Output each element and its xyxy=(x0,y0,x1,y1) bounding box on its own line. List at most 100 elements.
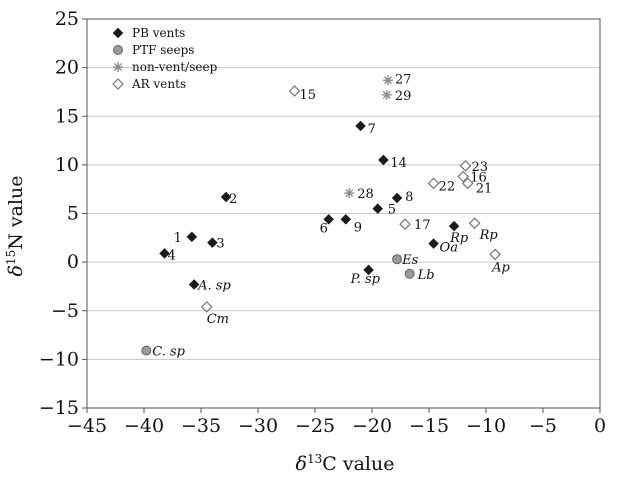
data-point xyxy=(220,191,232,203)
x-axis-title-text: C value xyxy=(322,453,394,475)
point-label: Lb xyxy=(417,268,435,283)
point-label: 15 xyxy=(299,88,316,103)
point-label: Rp xyxy=(449,231,469,246)
point-label: 9 xyxy=(354,220,362,235)
point-label: 28 xyxy=(357,187,374,202)
point-label: P. sp xyxy=(350,272,381,287)
data-point xyxy=(392,254,403,265)
x-axis-title-superscript: 13 xyxy=(307,452,322,466)
data-point xyxy=(459,159,472,172)
point-label: C. sp xyxy=(152,345,185,360)
legend-label: non-vent/seep xyxy=(132,60,218,74)
y-tick-label: 10 xyxy=(55,154,79,176)
data-point xyxy=(200,301,213,313)
data-point xyxy=(382,75,393,86)
x-tick-label: −15 xyxy=(409,415,449,437)
y-axis-title: δ15N value xyxy=(4,175,27,276)
point-label: 2 xyxy=(229,192,237,207)
point-label: 14 xyxy=(390,156,407,171)
point-label: Es xyxy=(401,253,418,268)
x-axis-title: δ13C value xyxy=(296,452,395,475)
data-point xyxy=(207,237,218,249)
y-tick-label: −15 xyxy=(39,397,79,419)
y-tick-label: 5 xyxy=(67,203,79,225)
point-label: 17 xyxy=(414,218,431,233)
x-tick-label: −45 xyxy=(67,415,107,437)
data-point xyxy=(404,268,415,279)
data-point xyxy=(378,154,389,166)
x-tick-label: 0 xyxy=(594,415,606,437)
x-tick-label: −30 xyxy=(238,415,278,437)
data-point xyxy=(427,177,440,190)
x-tick-label: −10 xyxy=(466,415,506,437)
data-point xyxy=(340,213,352,225)
grid-lines xyxy=(87,67,600,360)
y-tick-label: 25 xyxy=(55,8,79,30)
data-point xyxy=(399,218,411,231)
data-point xyxy=(288,85,301,97)
legend-marker xyxy=(112,27,124,39)
point-label: 6 xyxy=(320,221,328,236)
y-tick-label: 20 xyxy=(55,57,79,79)
data-point xyxy=(363,264,374,276)
x-tick-label: −5 xyxy=(529,415,557,437)
data-point xyxy=(188,279,200,290)
data-point xyxy=(159,248,170,259)
data-point xyxy=(323,213,335,225)
x-tick-label: −35 xyxy=(181,415,221,437)
point-label: 27 xyxy=(395,72,412,87)
point-label: Cm xyxy=(207,312,229,327)
legend-marker xyxy=(112,78,124,90)
y-axis-ticks: −15 −10 −5 0 5 10 15 20 25 xyxy=(39,8,87,419)
point-label: 8 xyxy=(405,190,413,205)
data-point xyxy=(468,217,481,230)
data-point xyxy=(141,345,152,356)
point-label: 21 xyxy=(476,181,493,196)
point-label: 16 xyxy=(470,171,487,186)
y-axis-title-text: N value xyxy=(5,175,27,249)
point-label: 1 xyxy=(174,231,182,246)
point-label: Rp xyxy=(479,228,499,243)
data-point xyxy=(381,89,392,100)
point-label: A. sp xyxy=(197,278,231,293)
x-axis-title-delta: δ xyxy=(296,453,307,475)
data-point xyxy=(372,203,384,214)
point-label: 4 xyxy=(168,248,176,263)
data-point xyxy=(355,120,366,132)
point-label: 7 xyxy=(368,122,376,137)
data-point xyxy=(428,238,439,250)
point-label: 5 xyxy=(388,203,396,218)
x-tick-label: −25 xyxy=(295,415,335,437)
data-point xyxy=(457,170,470,183)
y-tick-label: 0 xyxy=(67,251,79,273)
x-tick-label: −20 xyxy=(352,415,392,437)
y-axis-title-superscript: 15 xyxy=(4,250,18,265)
legend-label: PB vents xyxy=(132,26,185,40)
y-tick-label: −10 xyxy=(39,348,79,370)
point-label: 23 xyxy=(471,160,488,175)
point-label: 3 xyxy=(216,237,224,252)
data-point xyxy=(461,177,474,190)
data-point xyxy=(344,188,355,199)
point-label: Ap xyxy=(491,260,510,275)
y-axis-title-delta: δ xyxy=(5,265,27,276)
point-label: 29 xyxy=(395,89,412,104)
data-point xyxy=(186,231,198,243)
data-points xyxy=(141,75,501,356)
x-axis-ticks: −45 −40 −35 −30 −25 −20 −15 −10 −5 0 xyxy=(67,408,606,437)
x-tick-label: −40 xyxy=(124,415,164,437)
legend-label: AR vents xyxy=(131,77,186,91)
legend-marker xyxy=(113,62,123,72)
data-point xyxy=(448,220,460,232)
point-label: Oa xyxy=(440,241,458,256)
data-point xyxy=(489,248,501,261)
legend-marker xyxy=(113,45,123,55)
point-label: 22 xyxy=(439,179,456,194)
data-point xyxy=(391,192,403,204)
legend-label: PTF seeps xyxy=(132,43,194,57)
y-tick-label: −5 xyxy=(51,300,79,322)
y-tick-label: 15 xyxy=(55,105,79,127)
legend: PB vents PTF seeps non-vent/seep AR vents xyxy=(112,26,218,91)
